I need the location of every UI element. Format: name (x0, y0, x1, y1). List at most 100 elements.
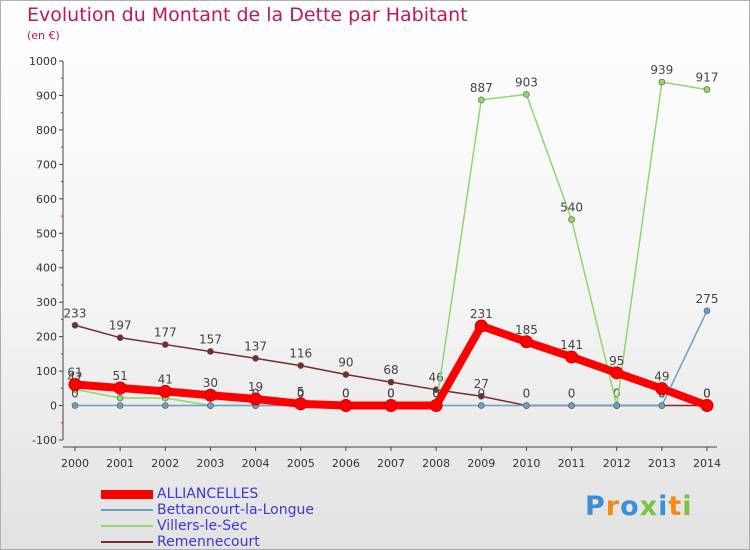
y-tick-label: 600 (36, 193, 57, 206)
x-tick-label: 2000 (61, 457, 89, 470)
logo-letter: t (668, 491, 683, 522)
x-tick-label: 2012 (603, 457, 631, 470)
data-label-alliancelles: 0 (387, 387, 395, 401)
data-point-alliancelles (565, 350, 579, 364)
data-label-alliancelles: 41 (158, 372, 173, 386)
y-tick-label: -100 (32, 434, 57, 447)
data-point-alliancelles (203, 388, 217, 402)
data-point-bettancourt-la-longue (568, 402, 575, 409)
data-label-villers-le-sec: 939 (650, 63, 673, 77)
data-point-bettancourt-la-longue (207, 402, 214, 409)
data-point-villers-le-sec (477, 96, 485, 104)
data-label-remennecourt: 0 (703, 387, 711, 401)
legend-swatch (101, 525, 153, 527)
y-tick-label: 700 (36, 158, 57, 171)
data-point-villers-le-sec (658, 78, 666, 86)
legend-label: Bettancourt-la-Longue (157, 502, 314, 518)
data-label-alliancelles: 141 (560, 338, 583, 352)
data-point-remennecourt (207, 348, 214, 355)
data-label-bettancourt-la-longue: 0 (297, 387, 305, 401)
data-point-bettancourt-la-longue (71, 402, 79, 409)
data-point-bettancourt-la-longue (477, 402, 485, 409)
data-label-bettancourt-la-longue: 275 (696, 292, 719, 306)
x-tick-label: 2007 (377, 457, 405, 470)
x-tick-label: 2001 (106, 457, 134, 470)
data-label-alliancelles: 185 (515, 323, 538, 337)
data-point-bettancourt-la-longue (523, 402, 530, 409)
y-tick-label: 900 (36, 89, 57, 102)
x-tick-label: 2014 (693, 457, 721, 470)
data-point-bettancourt-la-longue (613, 402, 621, 409)
x-tick-label: 2002 (151, 457, 179, 470)
logo-letter: x (639, 491, 659, 522)
data-label-bettancourt-la-longue: 0 (342, 387, 350, 401)
chart-title: Evolution du Montant de la Dette par Hab… (27, 4, 468, 26)
data-point-alliancelles (474, 319, 488, 333)
x-tick-label: 2010 (512, 457, 540, 470)
data-label-remennecourt: 137 (244, 339, 267, 353)
data-label-remennecourt: 157 (199, 332, 222, 346)
y-tick-label: 300 (36, 296, 57, 309)
data-label-remennecourt: 0 (523, 387, 531, 401)
x-tick-label: 2003 (196, 457, 224, 470)
data-point-alliancelles (158, 384, 172, 398)
x-tick-label: 2011 (558, 457, 586, 470)
data-point-bettancourt-la-longue (116, 402, 124, 409)
data-label-remennecourt: 116 (289, 347, 312, 361)
data-point-alliancelles (519, 335, 533, 349)
legend-swatch (101, 509, 153, 511)
legend-item-remennecourt: Remennecourt (101, 534, 314, 550)
legend-item-alliancelles: ALLIANCELLES (101, 486, 314, 502)
data-point-villers-le-sec (703, 86, 711, 93)
data-label-remennecourt: 0 (613, 387, 621, 401)
data-point-alliancelles (294, 397, 308, 411)
data-label-remennecourt: 197 (109, 319, 132, 333)
data-label-bettancourt-la-longue: 0 (432, 387, 440, 401)
data-label-alliancelles: 49 (654, 370, 669, 384)
data-label-remennecourt: 27 (474, 377, 489, 391)
data-label-alliancelles: 5 (297, 385, 305, 399)
proxiti-logo: Proxiti (585, 491, 693, 522)
data-label-alliancelles: 30 (203, 376, 218, 390)
y-tick-label: 400 (36, 262, 57, 275)
data-point-bettancourt-la-longue (161, 402, 169, 409)
data-point-villers-le-sec (116, 394, 124, 402)
legend-label: Villers-le-Sec (157, 518, 248, 534)
data-label-alliancelles: 0 (342, 387, 350, 401)
data-label-alliancelles: 19 (248, 380, 263, 394)
data-label-remennecourt: 68 (383, 363, 398, 377)
data-point-remennecourt (297, 362, 305, 369)
logo-letter: P (585, 491, 606, 522)
logo-letter: i (658, 491, 669, 522)
x-tick-label: 2004 (242, 457, 270, 470)
x-tick-label: 2009 (467, 457, 495, 470)
legend-label: Remennecourt (157, 534, 260, 550)
data-label-alliancelles: 95 (609, 354, 624, 368)
logo-letter: r (605, 491, 621, 522)
x-tick-label: 2008 (422, 457, 450, 470)
y-tick-label: 0 (50, 400, 57, 413)
data-point-alliancelles (655, 382, 669, 396)
data-point-remennecourt (342, 371, 350, 378)
data-point-remennecourt (71, 321, 79, 329)
data-label-villers-le-sec: 903 (515, 75, 538, 89)
data-label-alliancelles: 231 (470, 307, 493, 321)
data-label-bettancourt-la-longue: 0 (387, 387, 395, 401)
data-point-alliancelles (249, 392, 263, 406)
data-point-bettancourt-la-longue (658, 402, 666, 409)
data-label-villers-le-sec: 540 (560, 200, 583, 214)
data-label-alliancelles: 0 (703, 387, 711, 401)
legend-label: ALLIANCELLES (157, 486, 259, 502)
legend-item-villers: Villers-le-Sec (101, 518, 314, 534)
x-tick-label: 2013 (648, 457, 676, 470)
data-label-alliancelles: 61 (67, 366, 82, 380)
data-label-alliancelles: 0 (432, 387, 440, 401)
y-tick-label: 800 (36, 124, 57, 137)
data-point-alliancelles (700, 399, 714, 413)
data-label-bettancourt-la-longue: 0 (477, 387, 485, 401)
data-label-bettancourt-la-longue: 0 (71, 387, 79, 401)
data-point-remennecourt (161, 341, 169, 348)
data-point-remennecourt (387, 378, 395, 386)
